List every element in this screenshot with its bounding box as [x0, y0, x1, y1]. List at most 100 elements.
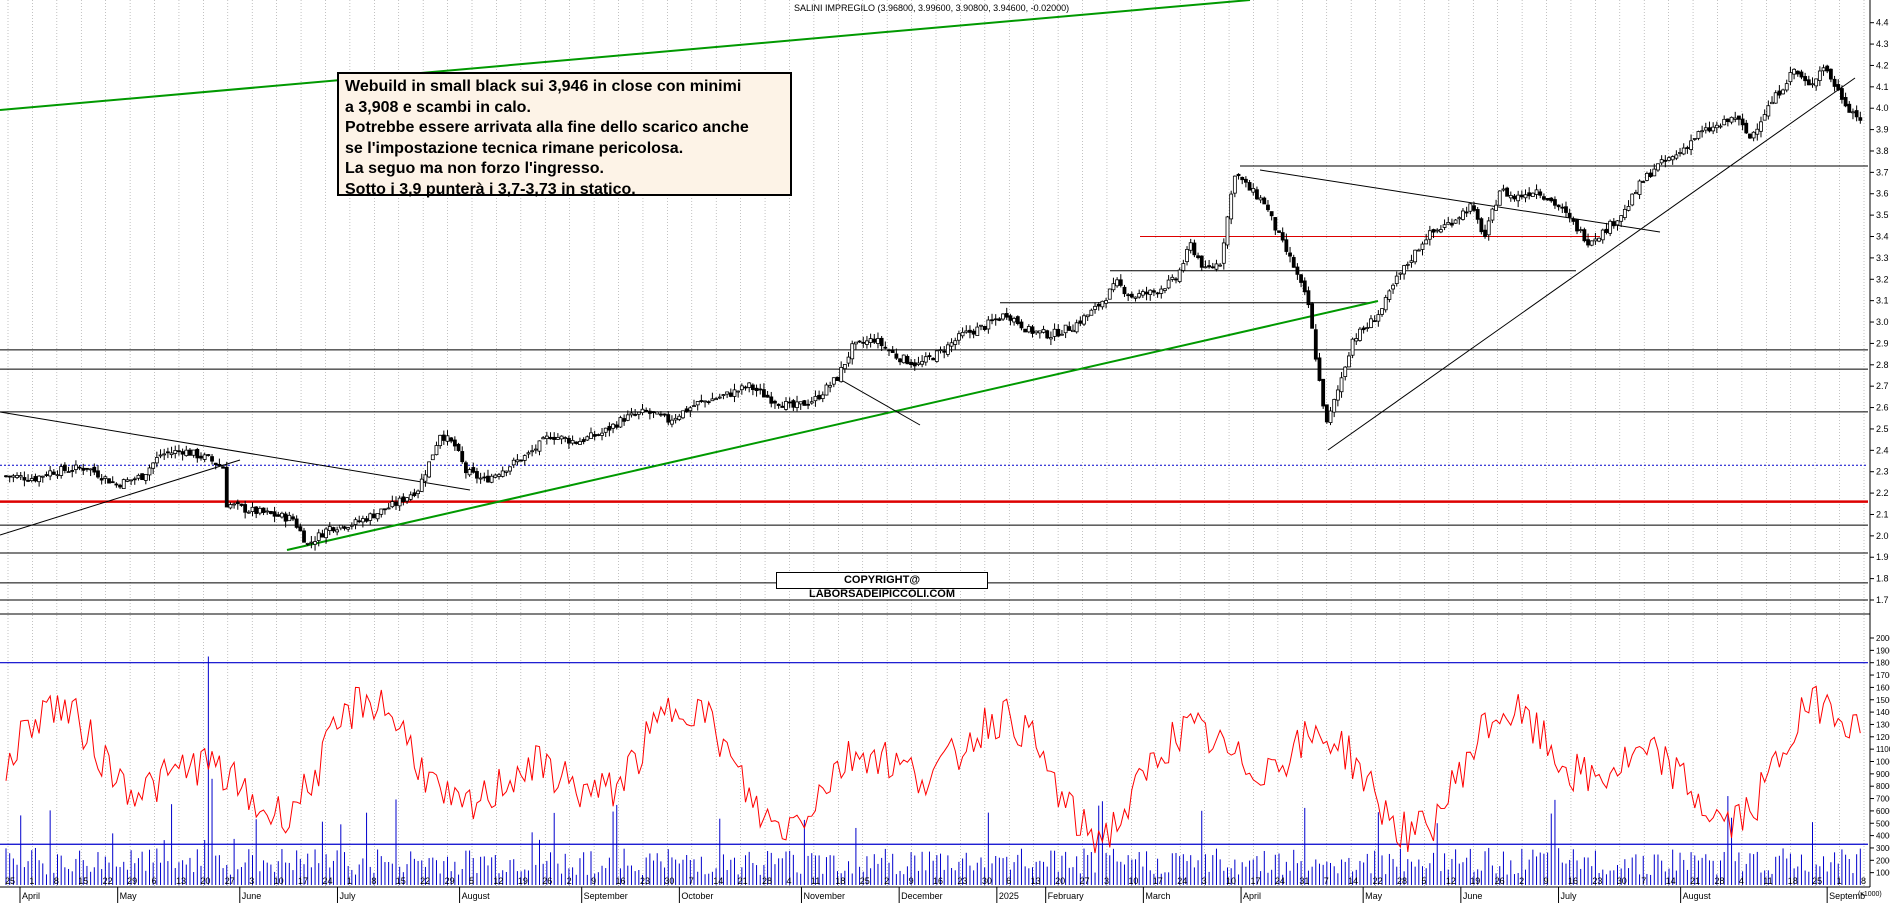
- day-tick-label: 23: [1592, 876, 1602, 886]
- candle-body: [401, 496, 406, 503]
- candle-body: [125, 479, 130, 482]
- day-tick-label: 1: [347, 876, 352, 886]
- copyright-label: COPYRIGHT@ LABORSADEIPICCOLI.COM: [776, 572, 988, 600]
- candle-body: [1129, 293, 1134, 298]
- candle-body: [1277, 230, 1281, 233]
- candle-body: [412, 492, 417, 496]
- day-tick-label: 16: [1568, 876, 1578, 886]
- candle-body: [110, 481, 115, 484]
- candle-body: [1435, 229, 1440, 232]
- trendlines: [0, 0, 1856, 551]
- candle-body: [257, 507, 262, 514]
- candle-body: [342, 526, 347, 529]
- candle-body: [1685, 147, 1690, 149]
- volume-tick-label: 4000: [1876, 832, 1890, 841]
- candle-body: [846, 356, 851, 364]
- candle-body: [607, 425, 612, 431]
- date-axis-ticks: 25 1 8 15 22 29 6 13 20 27 3 10 17 24 1 8 15 22 29 5 12 19 26 2…: [5, 876, 1866, 903]
- candle-body: [1556, 204, 1561, 208]
- candle-body: [1078, 320, 1083, 324]
- candle-body: [180, 451, 185, 455]
- volume-tick-label: 17000: [1876, 671, 1890, 680]
- candle-body: [1284, 239, 1289, 252]
- candle-body: [246, 511, 251, 514]
- candle-body: [1328, 410, 1333, 423]
- candle-body: [70, 470, 75, 472]
- candle-body: [1560, 206, 1565, 209]
- candle-body: [1361, 327, 1366, 331]
- candle-body: [1335, 389, 1340, 401]
- candle-body: [824, 384, 829, 396]
- candle-body: [1538, 191, 1543, 196]
- candle-body: [1427, 230, 1432, 240]
- candle-body: [526, 452, 531, 455]
- candle-body: [1004, 313, 1009, 318]
- candle-body: [813, 395, 818, 402]
- day-tick-label: 30: [1617, 876, 1627, 886]
- price-tick-label: 1.9: [1876, 552, 1889, 562]
- candle-body: [1030, 326, 1035, 334]
- day-tick-label: 23: [640, 876, 650, 886]
- candle-body: [1766, 105, 1771, 117]
- day-tick-label: 25: [860, 876, 870, 886]
- candle-body: [452, 439, 457, 447]
- candle-body: [1589, 240, 1594, 246]
- candle-body: [1085, 314, 1090, 318]
- candle-body: [1280, 232, 1285, 241]
- candle-body: [438, 434, 443, 447]
- month-label: July: [1561, 891, 1578, 901]
- candle-body: [140, 473, 145, 481]
- candle-body: [964, 330, 969, 333]
- candle-body: [1586, 239, 1590, 246]
- price-tick-label: 3.9: [1876, 125, 1889, 135]
- candle-body: [136, 474, 141, 479]
- candle-body: [497, 474, 501, 477]
- candle-body: [533, 448, 538, 451]
- candle-body: [968, 329, 972, 333]
- day-tick-label: 6: [152, 876, 157, 886]
- candle-body: [1703, 127, 1708, 131]
- price-tick-label: 3.6: [1876, 189, 1889, 199]
- candle-body: [92, 466, 97, 473]
- candle-body: [1821, 67, 1826, 72]
- month-label: August: [1683, 891, 1712, 901]
- trendline: [0, 0, 1251, 111]
- price-tick-label: 3.0: [1876, 317, 1889, 327]
- candle-body: [1663, 159, 1668, 162]
- candle-body: [1236, 173, 1241, 177]
- candle-body: [1225, 216, 1230, 246]
- candle-body: [1645, 173, 1649, 181]
- day-tick-label: 24: [1177, 876, 1187, 886]
- price-tick-label: 3.5: [1876, 210, 1889, 220]
- candle-body: [184, 449, 189, 457]
- day-tick-label: 24: [322, 876, 332, 886]
- candle-body: [1221, 242, 1226, 264]
- day-tick-label: 9: [1544, 876, 1549, 886]
- candle-body: [1825, 65, 1830, 72]
- candle-body: [1494, 204, 1498, 211]
- candle-body: [1402, 265, 1406, 275]
- day-tick-label: 9: [909, 876, 914, 886]
- month-label: November: [803, 891, 845, 901]
- candle-body: [1424, 239, 1429, 245]
- candle-body: [670, 419, 674, 425]
- candle-body: [77, 466, 82, 469]
- candle-body: [1048, 337, 1053, 340]
- candle-body: [1505, 187, 1510, 197]
- candle-body: [320, 533, 325, 538]
- candle-body: [1369, 318, 1373, 329]
- candle-body: [364, 518, 369, 522]
- day-tick-label: 30: [664, 876, 674, 886]
- candle-body: [456, 443, 461, 451]
- candle-body: [1060, 333, 1064, 336]
- price-tick-label: 4.3: [1876, 39, 1889, 49]
- candle-body: [430, 454, 435, 461]
- candle-body: [559, 435, 564, 440]
- candle-body: [692, 405, 696, 408]
- candle-body: [1840, 88, 1844, 100]
- candle-body: [1828, 68, 1833, 80]
- day-tick-label: 3: [249, 876, 254, 886]
- candle-body: [519, 459, 523, 462]
- candle-body: [62, 464, 67, 471]
